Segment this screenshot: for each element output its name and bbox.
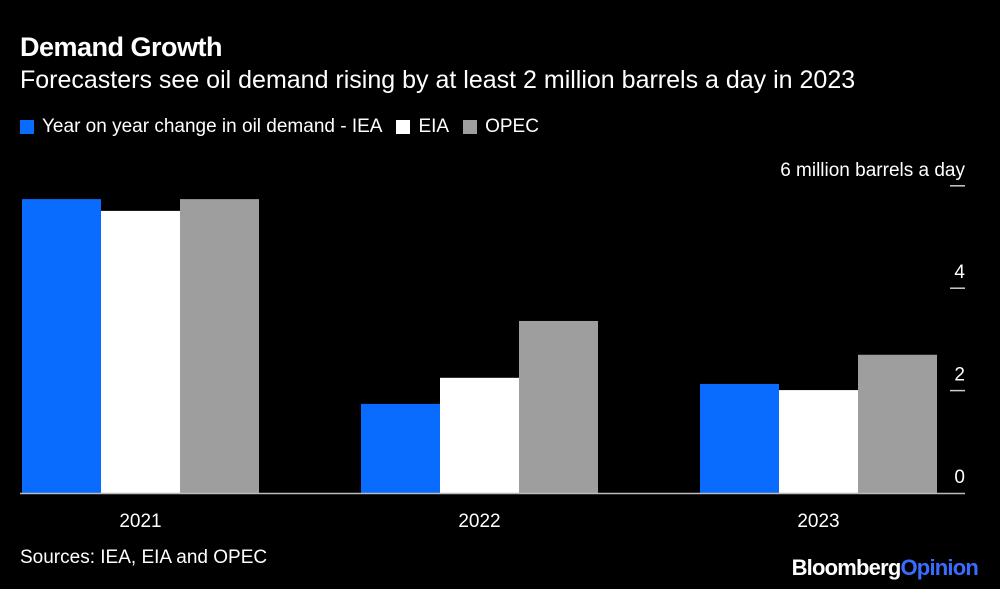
chart-subtitle: Forecasters see oil demand rising by at … [20, 66, 856, 94]
logo-section: Opinion [900, 555, 979, 580]
legend-swatch-iea [20, 120, 34, 134]
bar-2021-0 [22, 199, 101, 493]
bar-2022-1 [440, 377, 519, 493]
legend: Year on year change in oil demand - IEA … [20, 116, 553, 138]
bar-2023-2 [858, 354, 937, 493]
y-tick-label: 2 [954, 365, 965, 386]
x-tick-label: 2021 [119, 511, 161, 532]
bar-2022-2 [519, 320, 598, 493]
y-tick-label: 4 [954, 262, 965, 283]
x-tick-label: 2023 [797, 511, 839, 532]
bar-2023-1 [779, 390, 858, 493]
y-tick-label: 6 million barrels a day [780, 160, 965, 181]
source-note: Sources: IEA, EIA and OPEC [20, 547, 268, 568]
legend-swatch-opec [463, 120, 478, 134]
x-tick-label: 2022 [458, 511, 500, 532]
bar-2021-1 [101, 210, 180, 493]
legend-label-eia: EIA [418, 116, 450, 137]
bar-2021-2 [180, 199, 259, 493]
bloomberg-opinion-logo: BloombergOpinion [791, 555, 979, 581]
legend-label-iea: Year on year change in oil demand - IEA [42, 116, 383, 137]
legend-item-opec: OPEC [463, 116, 539, 138]
y-tick-label: 0 [954, 467, 965, 488]
legend-item-eia: EIA [396, 116, 449, 138]
legend-label-opec: OPEC [485, 116, 539, 137]
bar-2023-0 [700, 383, 779, 493]
logo-brand: Bloomberg [791, 555, 902, 580]
legend-item-iea: Year on year change in oil demand - IEA [20, 116, 382, 138]
legend-swatch-eia [396, 120, 411, 134]
bar-2022-0 [361, 403, 440, 493]
chart-title: Demand Growth [20, 32, 223, 62]
